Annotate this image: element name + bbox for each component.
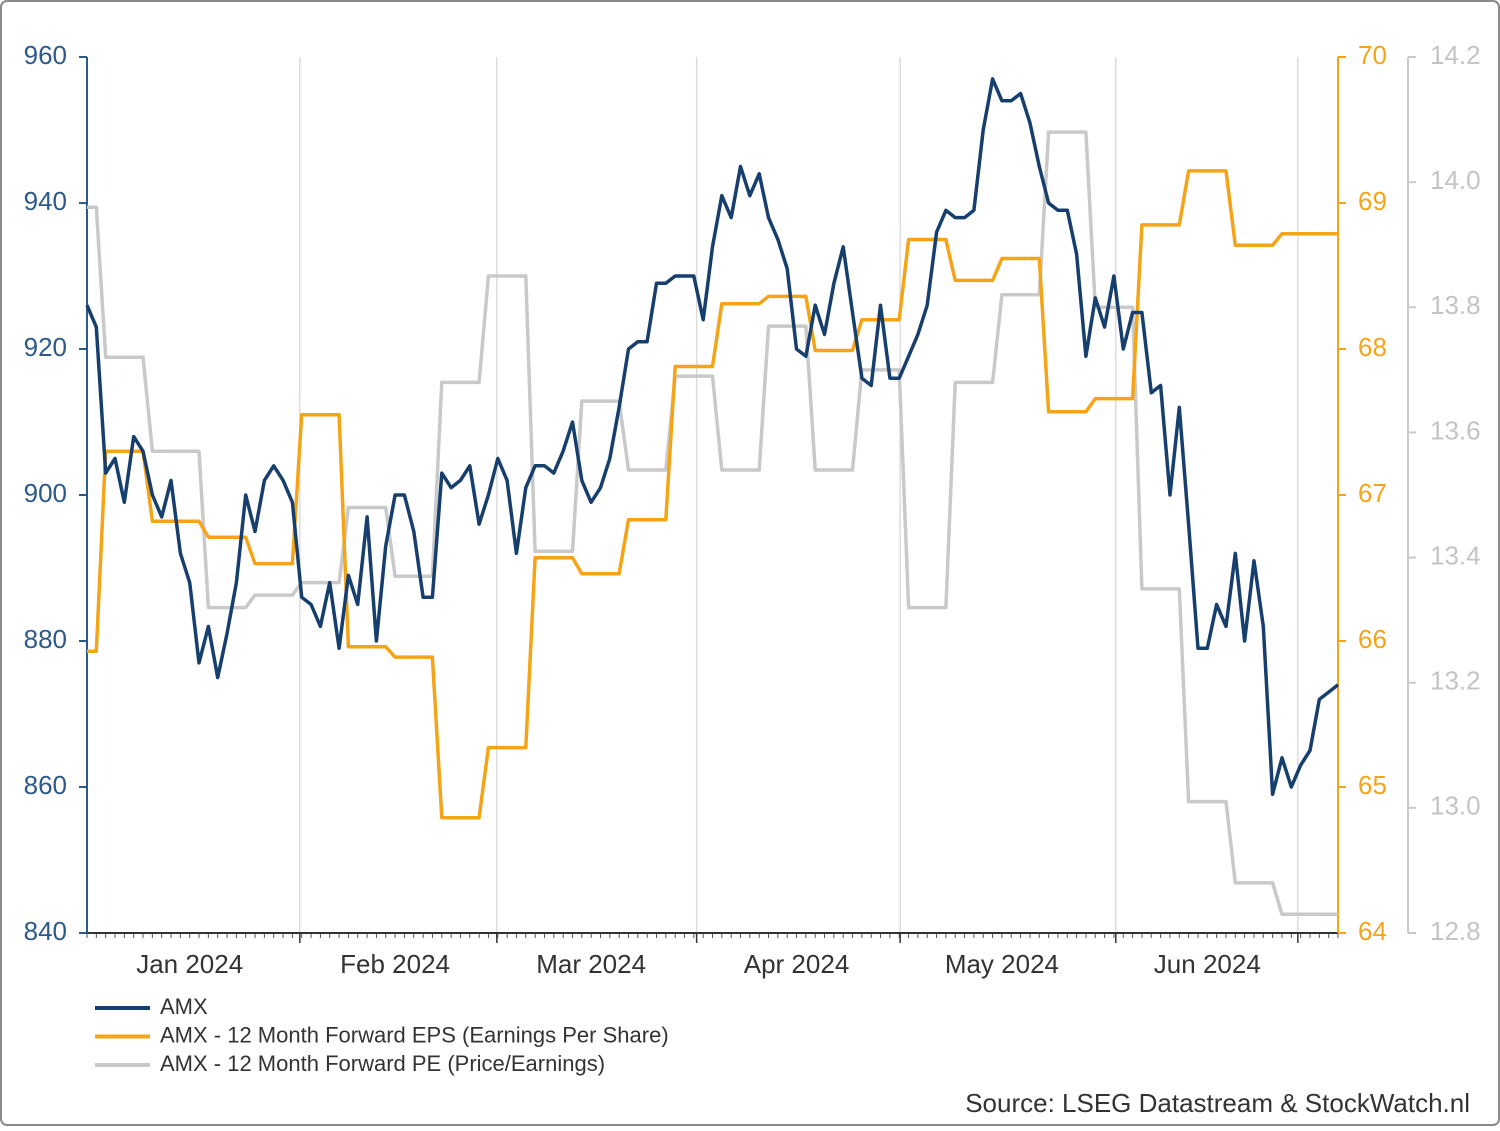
- y3-tick-label: 13.0: [1430, 791, 1481, 821]
- y-tick-label: 920: [24, 332, 67, 362]
- series-line: [87, 130, 1338, 916]
- y2-tick-label: 69: [1358, 186, 1387, 216]
- y-tick-label: 960: [24, 40, 67, 70]
- y3-tick-label: 13.2: [1430, 666, 1481, 696]
- y3-tick-label: 13.8: [1430, 290, 1481, 320]
- series-line: [87, 169, 1338, 820]
- y-tick-label: 880: [24, 624, 67, 654]
- legend-label: AMX - 12 Month Forward EPS (Earnings Per…: [160, 1022, 669, 1047]
- y3-tick-label: 14.2: [1430, 40, 1481, 70]
- y3-tick-label: 12.8: [1430, 916, 1481, 946]
- legend-label: AMX: [160, 994, 208, 1019]
- y-tick-label: 940: [24, 186, 67, 216]
- x-tick-label: Jun 2024: [1154, 949, 1261, 979]
- y3-tick-label: 13.4: [1430, 540, 1481, 570]
- x-tick-label: Apr 2024: [744, 949, 850, 979]
- source-note: Source: LSEG Datastream & StockWatch.nl: [965, 1088, 1470, 1118]
- x-tick-label: Mar 2024: [536, 949, 646, 979]
- y2-tick-label: 65: [1358, 770, 1387, 800]
- y2-tick-label: 64: [1358, 916, 1387, 946]
- y-tick-label: 840: [24, 916, 67, 946]
- y3-tick-label: 14.0: [1430, 165, 1481, 195]
- x-tick-label: Feb 2024: [340, 949, 450, 979]
- legend-label: AMX - 12 Month Forward PE (Price/Earning…: [160, 1051, 605, 1076]
- y2-tick-label: 67: [1358, 478, 1387, 508]
- y3-tick-label: 13.6: [1430, 415, 1481, 445]
- y2-tick-label: 68: [1358, 332, 1387, 362]
- series-line: [85, 77, 1340, 797]
- y2-tick-label: 66: [1358, 624, 1387, 654]
- y2-tick-label: 70: [1358, 40, 1387, 70]
- y-tick-label: 860: [24, 770, 67, 800]
- x-tick-label: Jan 2024: [136, 949, 243, 979]
- y-tick-label: 900: [24, 478, 67, 508]
- x-tick-label: May 2024: [945, 949, 1059, 979]
